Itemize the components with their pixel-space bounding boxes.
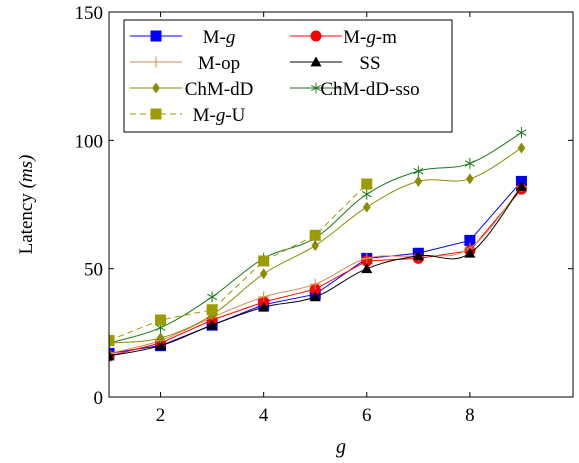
data-point (155, 314, 167, 326)
ticks-layer: 2 4 6 8 0 50 100 150 (75, 3, 573, 426)
legend-marker (150, 56, 162, 68)
legend-label: M-g-m (343, 27, 397, 48)
y-axis-label: Latency (ms) (16, 155, 37, 255)
data-point (207, 291, 218, 303)
x-tick-label: 6 (362, 405, 372, 426)
data-point (258, 301, 270, 312)
data-point (155, 340, 167, 351)
x-tick-label: 8 (465, 405, 475, 426)
legend-marker (150, 108, 162, 120)
legend-label: M-g (203, 27, 236, 48)
data-point (414, 175, 423, 187)
legend-item: SS (290, 53, 381, 74)
legend-label: ChM-dD-sso (320, 79, 419, 100)
legend-item: M-g-U (130, 105, 246, 126)
legend-marker (150, 30, 162, 42)
data-point (464, 234, 476, 246)
legend-item: M-g-m (290, 27, 397, 48)
y-tick-label: 150 (75, 3, 104, 24)
data-point (362, 201, 371, 213)
data-point (412, 250, 424, 261)
x-tick-label: 4 (259, 405, 269, 426)
data-point (361, 252, 373, 264)
series-line (109, 186, 522, 357)
y-axis-label-unit: (ms) (16, 155, 37, 189)
data-point (258, 255, 270, 267)
x-tick-label: 2 (156, 405, 166, 426)
data-point (206, 319, 218, 330)
data-point (517, 142, 526, 154)
data-point (109, 347, 115, 359)
data-point (515, 181, 527, 191)
x-axis-label: g (336, 436, 346, 458)
data-point (156, 332, 165, 344)
data-point (361, 178, 373, 190)
y-tick-label: 100 (75, 131, 104, 152)
series-m-g-u (109, 178, 373, 347)
series-line (109, 188, 522, 357)
plot-area-frame (108, 11, 574, 398)
data-point (206, 304, 218, 316)
data-point (109, 350, 115, 361)
data-point (361, 188, 372, 200)
data-point (259, 268, 268, 280)
legend-item: M-op (130, 53, 240, 74)
legend-item: ChM-dD-sso (290, 79, 420, 100)
series-layer (109, 127, 527, 362)
series-line (109, 181, 522, 354)
y-tick-label: 50 (84, 260, 103, 281)
legend-marker (310, 56, 322, 67)
data-point (109, 335, 115, 347)
data-point (258, 291, 270, 303)
series-line (109, 186, 522, 354)
legend-label: M-op (198, 53, 240, 74)
series-line (109, 183, 368, 341)
data-point (464, 247, 476, 258)
y-tick-label: 0 (94, 388, 104, 409)
data-point (309, 229, 321, 241)
legend-marker (152, 82, 160, 94)
data-point (309, 278, 321, 290)
data-point (464, 157, 475, 169)
legend-label: SS (359, 53, 380, 74)
series-ss (109, 181, 527, 361)
legend-label: M-g-U (193, 105, 246, 126)
legend-marker (310, 82, 322, 94)
y-axis-label-text: Latency (16, 188, 37, 254)
series-chm-dd (109, 142, 526, 349)
legend: M-g M-g-m M-op SS ChM-dD ChM-dD-sso M-g-U (123, 19, 453, 133)
series-m-g-m (109, 183, 527, 362)
data-point (413, 165, 424, 177)
data-point (466, 173, 474, 185)
legend-item: M-g (130, 27, 235, 48)
legend-box (123, 19, 453, 133)
data-point (516, 127, 527, 139)
legend-label: ChM-dD (185, 79, 254, 100)
data-point (309, 291, 321, 302)
series-m-op (109, 181, 527, 359)
data-point (361, 263, 373, 274)
legend-item: ChM-dD (130, 79, 253, 100)
data-point (311, 240, 320, 252)
legend-marker (310, 30, 322, 42)
series-m-g (109, 175, 527, 359)
